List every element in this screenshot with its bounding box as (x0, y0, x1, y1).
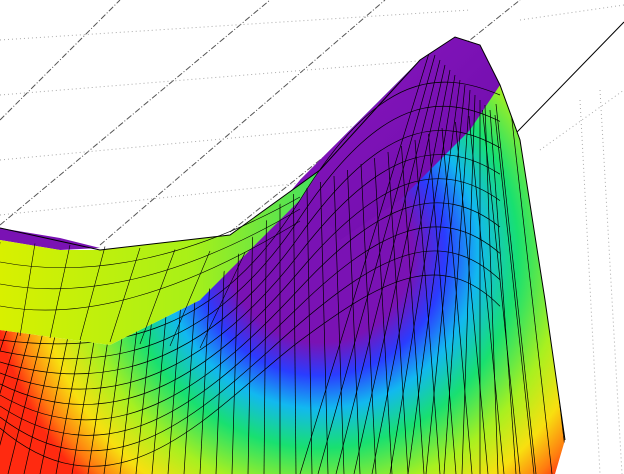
mesh-line (374, 157, 393, 474)
mesh-line (495, 103, 537, 474)
mesh-line (489, 109, 517, 474)
mesh-line (317, 54, 436, 474)
mesh-line (387, 151, 409, 474)
mesh-line (0, 196, 301, 268)
mesh-line (401, 145, 425, 474)
mesh-line (425, 84, 466, 474)
mesh-line (169, 250, 211, 347)
mesh-line (353, 64, 446, 474)
mesh-line (247, 211, 254, 474)
mesh-line (461, 94, 476, 474)
surface (0, 36, 566, 474)
mesh-line (389, 74, 456, 474)
mesh-line (306, 187, 313, 474)
mesh-line (19, 243, 36, 337)
mesh-line (0, 226, 501, 436)
mesh-line (335, 59, 441, 474)
mesh-line (360, 163, 377, 474)
mesh-line (0, 250, 501, 451)
mesh-line (293, 193, 297, 474)
left-arm (0, 170, 320, 345)
mesh-line (407, 79, 461, 474)
mesh-line (139, 249, 176, 345)
mesh-line (0, 202, 501, 421)
mesh-line (414, 139, 441, 474)
mesh-line (263, 205, 267, 474)
mesh-line (0, 319, 11, 474)
mesh-line (79, 246, 106, 341)
mesh-line (0, 178, 501, 405)
mesh-line (347, 169, 361, 474)
mesh-line (299, 49, 431, 474)
mesh-line (441, 127, 473, 474)
mesh-line (443, 89, 471, 474)
mesh-line (509, 97, 553, 474)
mesh-line (468, 115, 505, 474)
mesh-line (0, 220, 301, 311)
mesh-line (371, 69, 451, 474)
mesh-line (231, 217, 240, 474)
mesh-line (455, 121, 489, 474)
mesh-line (333, 175, 345, 474)
mesh-line (0, 274, 501, 467)
ridge (300, 37, 500, 240)
mesh-line (428, 133, 457, 474)
mesh-line (0, 208, 301, 290)
mesh (0, 49, 565, 474)
mesh-line (199, 252, 246, 349)
mesh-line (0, 307, 38, 474)
mesh-line (0, 313, 24, 474)
mesh-line (320, 181, 329, 474)
mesh-line (482, 109, 521, 474)
mesh-line (494, 114, 535, 474)
outline (0, 36, 566, 441)
mesh-line (484, 104, 499, 474)
mesh-line (109, 247, 141, 343)
mesh-line (49, 244, 71, 339)
